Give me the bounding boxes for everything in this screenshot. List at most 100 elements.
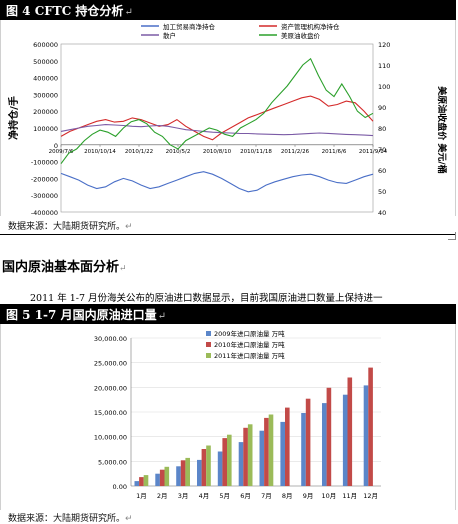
bar — [264, 417, 269, 486]
y-tick-label: 0.00 — [113, 483, 127, 491]
bar — [217, 451, 223, 486]
y-left-tick: 500000 — [33, 58, 58, 66]
series-line — [60, 57, 374, 165]
x-tick-label: 12月 — [363, 492, 378, 500]
y-tick-label: 25,000.00 — [94, 360, 127, 368]
x-tick-label: 8月 — [282, 492, 293, 500]
bar — [280, 421, 285, 486]
x-tick-label: 3月 — [178, 492, 189, 500]
y-left-tick: 100000 — [33, 125, 58, 133]
y-right-tick: 110 — [378, 62, 390, 70]
bar — [268, 414, 274, 486]
figure5-title-bar: 图 5 1-7 月国内原油进口量↵ — [0, 304, 456, 324]
x-tick-label: 2010/8/10 — [203, 149, 232, 155]
figure4-chart-area: 加工贸易商净持仓 资产管理机构净持仓散户 美原油收盘价 -400000 -300000… — [0, 20, 456, 217]
series-line — [60, 95, 374, 141]
x-tick-label: 2011/6/6 — [322, 149, 347, 155]
y-left-tick: 200000 — [33, 108, 58, 116]
legend-swatch — [206, 331, 211, 336]
bar — [363, 385, 369, 486]
x-tick-label: 7月 — [261, 492, 272, 500]
figure4-title: 图 4 CFTC 持仓分析 — [6, 4, 124, 18]
legend-label: 2010年进口原油量 万吨 — [214, 340, 285, 349]
x-tick-label: 1月 — [136, 492, 147, 500]
plot-frame — [60, 43, 374, 213]
divider — [0, 234, 456, 235]
x-tick-label: 2011/9/14 — [359, 149, 388, 155]
bar — [368, 367, 373, 486]
x-tick-label: 9月 — [303, 492, 314, 500]
y-right-tick: 50 — [378, 188, 386, 196]
y-tick-label: 10,000.00 — [94, 434, 127, 442]
x-tick-label: 2010/5/2 — [166, 149, 191, 155]
y-right-tick: 70 — [378, 146, 386, 154]
bar — [342, 394, 348, 486]
x-tick-label: 4月 — [199, 492, 210, 500]
y-tick-label: 15,000.00 — [94, 409, 127, 417]
bar — [301, 413, 306, 486]
x-tick-label: 2010/11/18 — [240, 149, 272, 155]
legend-label: 散户 — [163, 31, 176, 40]
x-tick-label: 5月 — [219, 492, 230, 500]
y-tick-label: 5,000.00 — [98, 458, 127, 466]
y-left-tick: -300000 — [31, 192, 58, 200]
y-left-tick: -400000 — [31, 209, 58, 216]
legend-swatch — [206, 353, 211, 358]
bar — [155, 473, 160, 486]
y-right-tick: 80 — [378, 125, 386, 133]
x-tick-label: 2011/2/26 — [281, 149, 310, 155]
section-paragraph: 2011 年 1-7 月份海关公布的原油进口数据显示，目前我国原油进口数量上保持… — [30, 293, 383, 304]
figure4-source: 数据来源：大陆期货研究所。↵ — [8, 222, 133, 232]
bar — [347, 377, 353, 486]
y-right-tick: 100 — [378, 83, 390, 91]
page-corner-mark — [448, 232, 456, 240]
y-right-tick: 60 — [378, 167, 386, 175]
bar — [176, 466, 181, 486]
bar — [134, 481, 140, 486]
x-tick-label: 2010/10/14 — [84, 149, 116, 155]
y-left-axis-label: 净持仓/手 — [7, 96, 20, 140]
y-left-tick: 600000 — [33, 41, 58, 49]
bar — [164, 466, 170, 486]
y-left-tick: -100000 — [31, 159, 58, 167]
bar — [238, 442, 244, 486]
bar — [243, 427, 248, 486]
legend-label: 加工贸易商净持仓 — [163, 22, 216, 31]
legend-label: 2009年进口原油量 万吨 — [214, 329, 285, 338]
y-right-tick: 120 — [378, 41, 390, 49]
bar — [185, 457, 190, 486]
x-tick-label: 11月 — [342, 492, 357, 500]
figure4-title-bar: 图 4 CFTC 持仓分析↵ — [0, 0, 456, 20]
legend-swatch — [206, 342, 211, 347]
y-left-tick: 400000 — [33, 75, 58, 83]
y-right-axis-label: 美原油收盘价 美元/桶 — [436, 86, 448, 173]
x-tick-label: 10月 — [322, 492, 337, 500]
legend-label: 美原油收盘价 — [281, 31, 321, 40]
bar — [180, 460, 186, 486]
bar — [305, 398, 311, 486]
bar — [227, 434, 232, 486]
bar — [139, 477, 144, 486]
bar — [143, 475, 149, 486]
y-right-tick: 40 — [378, 209, 386, 216]
y-tick-label: 30,000.00 — [94, 335, 127, 343]
bar — [201, 449, 207, 486]
x-tick-label: 2009/7/6 — [49, 149, 74, 155]
bar — [197, 459, 202, 486]
y-left-tick: 0 — [54, 142, 58, 150]
y-right-tick: 90 — [378, 104, 386, 112]
bar — [285, 407, 290, 486]
x-tick-label: 6月 — [240, 492, 251, 500]
legend-label: 2011年进口原油量 万吨 — [214, 351, 285, 360]
crude-import-bar-chart: 0.00 5,000.00 10,000.00 15,000.00 20,000.00 2… — [94, 329, 381, 500]
bar — [326, 387, 332, 486]
bar — [222, 438, 227, 486]
bar — [247, 424, 253, 486]
y-left-tick: 300000 — [33, 91, 58, 99]
bar — [159, 469, 165, 486]
bar — [259, 430, 265, 486]
figure5-chart-area: 0.00 5,000.00 10,000.00 15,000.00 20,000.00 2… — [0, 324, 456, 510]
figure5-title: 图 5 1-7 月国内原油进口量 — [6, 308, 157, 322]
legend-label: 资产管理机构净持仓 — [281, 22, 340, 31]
